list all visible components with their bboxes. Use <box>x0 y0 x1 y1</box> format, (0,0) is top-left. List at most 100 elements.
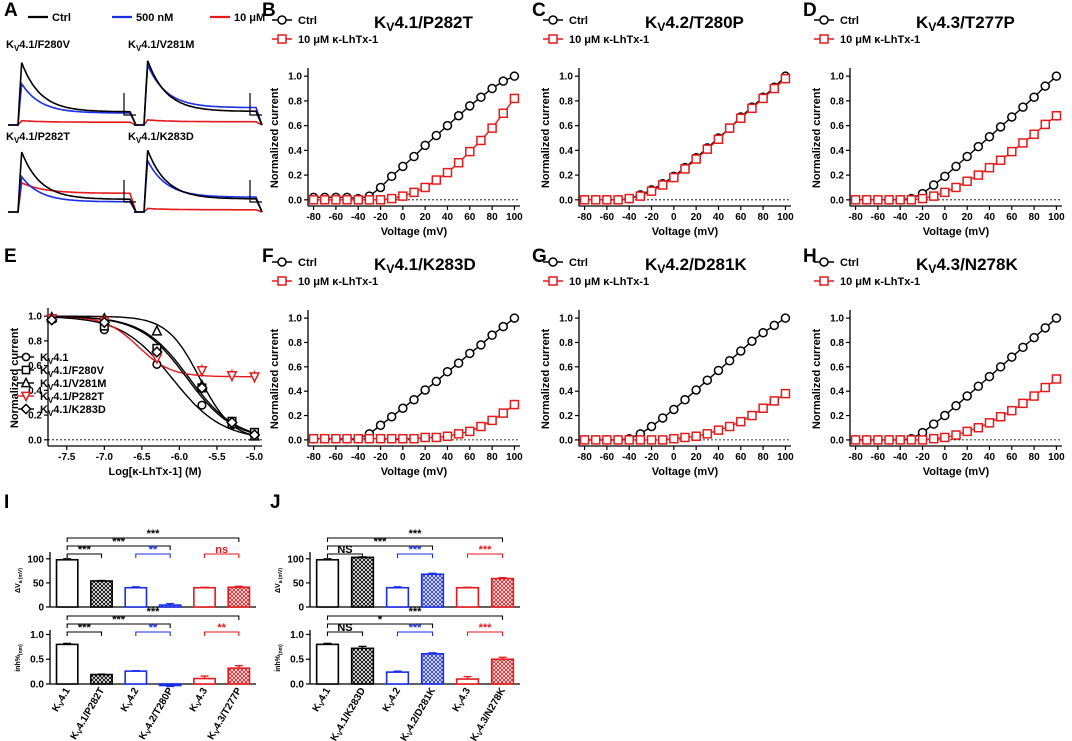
chart-g-point-LhTx <box>724 421 735 432</box>
chart-f-point-LhTx <box>386 433 397 444</box>
chart-h-point-LhTx <box>1007 405 1017 416</box>
trace-label-K283D-post: 4.1/K283D <box>141 131 194 143</box>
chart-c-legend-marker-LhTx <box>548 34 558 44</box>
chart-j-top-ytick-label: 0 <box>298 603 304 614</box>
chart-g-xtick-label: -40 <box>622 452 637 463</box>
chart-h-point-LhTx <box>861 435 872 445</box>
chart-g-point-Ctrl <box>758 327 768 338</box>
chart-f-point-Ctrl <box>498 321 509 332</box>
chart-d-point-Ctrl <box>951 161 961 172</box>
chart-j-category-Kv4.3/N278K: KV4.3/N278K <box>469 685 510 741</box>
chart-e-point-Kv4.1 <box>197 400 207 410</box>
chart-j-bottom-bar-Kv4.2/D281K <box>420 652 445 685</box>
trace-label-V281M-post: 4.1/V281M <box>141 39 194 51</box>
chart-g-xtick-label: 0 <box>671 452 677 463</box>
chart-f-point-Ctrl <box>386 412 397 422</box>
chart-e-point-K283D <box>151 346 163 358</box>
chart-c-point-LhTx <box>624 193 634 204</box>
chart-j-bottom-ytick-label: 0.5 <box>290 655 304 666</box>
chart-h-point-Ctrl <box>1007 352 1017 362</box>
chart-c-ytick-label: 0.0 <box>559 195 573 206</box>
chart-h-point-Ctrl <box>1029 332 1039 343</box>
chart-j-top-ylabel-sub: a (mV) <box>278 568 284 584</box>
chart-f-ytick-label: 0.0 <box>288 435 302 446</box>
chart-j-top-ylabel: ΔVa (mV) <box>275 568 284 593</box>
chart-g-point-Ctrl <box>680 394 690 405</box>
chart-f-point-LhTx <box>375 433 386 444</box>
chart-h-point-LhTx <box>951 430 961 440</box>
chart-d-point-LhTx <box>884 195 894 205</box>
chart-i-bottom-bar-Kv4.2 <box>124 670 148 685</box>
chart-e-legend-K283D: KV4.1/K283D <box>40 404 106 418</box>
trace-label-F280V-post: 4.1/F280V <box>19 39 70 51</box>
chart-i-category-post: 4.2 <box>125 686 142 704</box>
chart-b-xtick-label: -40 <box>351 212 366 223</box>
chart-c-line-Ctrl <box>584 75 786 201</box>
chart-c-xtick-label: 80 <box>758 212 770 223</box>
chart-h-point-LhTx <box>1040 382 1051 393</box>
chart-j-top-ytick-label: 100 <box>287 554 304 565</box>
scale-bar-P282T <box>123 180 136 203</box>
chart-e-legend-F280V-pre: K <box>40 365 48 377</box>
chart-i-category-pre: K <box>206 729 220 741</box>
chart-c-ytick-label: 0.4 <box>559 146 573 157</box>
chart-j-category-pre: K <box>399 731 413 741</box>
chart-c-point-LhTx <box>613 195 623 205</box>
chart-d-point-Ctrl <box>995 122 1006 132</box>
legend-label-1: 500 nM <box>136 12 173 24</box>
chart-e-ytick-label: 0.4 <box>28 386 42 397</box>
chart-d-ytick-label: 0.6 <box>830 121 844 132</box>
chart-g-point-LhTx <box>669 433 679 444</box>
chart-f-ytick-label: 1.0 <box>288 314 302 325</box>
chart-d-legend-marker-LhTx <box>819 34 829 44</box>
chart-i-bottom-ylabel-sub: (nm) <box>18 644 24 655</box>
chart-b-point-LhTx <box>386 193 397 204</box>
chart-d-line-Ctrl <box>855 75 1057 201</box>
chart-i-category-sub: V <box>127 700 136 708</box>
chart-f-xtick-label: -80 <box>306 452 321 463</box>
chart-g-xtick-label: 60 <box>735 452 747 463</box>
chart-f-title-post: 4.1/K283D <box>394 255 475 274</box>
chart-e-legend-P282T-pre: K <box>40 391 48 403</box>
trace-ctrl-P282T <box>8 151 137 213</box>
chart-b-ytick-label: 0.2 <box>288 171 302 182</box>
chart-g-point-LhTx <box>747 410 757 421</box>
trace-label-P282T-post: 4.1/P282T <box>19 131 70 143</box>
chart-j-top-sig-label: *** <box>409 544 423 556</box>
chart-e-legend-V281M-post: 4.1/V281M <box>53 378 106 390</box>
chart-f-title-sub: V <box>386 262 395 276</box>
chart-h-xlabel: Voltage (mV) <box>923 466 990 478</box>
chart-e-ytick-label: 0.8 <box>28 336 42 347</box>
chart-e-legend-Kv4.1-pre: K <box>40 352 48 364</box>
chart-e-ylabel: Normalized current <box>9 328 21 429</box>
chart-j-bottom-sig-label: *** <box>409 622 423 634</box>
chart-b-point-LhTx <box>398 191 408 201</box>
chart-b-point-LhTx <box>420 182 430 193</box>
chart-f-point-LhTx <box>476 421 486 432</box>
chart-j-top-sig-bracket <box>326 545 434 550</box>
chart-g-point-LhTx <box>691 431 701 442</box>
trace-10um-V281M <box>134 119 263 126</box>
chart-c-point-LhTx <box>747 103 757 114</box>
chart-i-bottom-ytick-label: 1.0 <box>30 630 44 641</box>
chart-f-title: KV4.1/K283D <box>374 255 476 276</box>
chart-g-ytick-label: 0.6 <box>559 362 573 373</box>
chart-f-point-Ctrl <box>509 313 520 323</box>
chart-g-point-Ctrl <box>669 404 679 415</box>
chart-d-xtick-label: 60 <box>1006 212 1018 223</box>
chart-j-top-sig-label: *** <box>374 536 388 548</box>
chart-c-xtick-label: -40 <box>622 212 637 223</box>
chart-f-point-LhTx <box>487 415 497 426</box>
chart-c-xtick-label: 0 <box>671 212 677 223</box>
chart-g-title-pre: K <box>645 255 658 274</box>
trace-label-K283D: KV4.1/K283D <box>128 131 194 145</box>
chart-d-point-LhTx <box>928 191 939 201</box>
chart-d-title: KV4.3/T277P <box>916 13 1015 34</box>
chart-h-legend-LhTx: 10 μM κ-LhTx-1 <box>840 276 920 288</box>
chart-i-bottom-sig-bracket <box>66 623 171 628</box>
chart-g-point-Ctrl <box>646 421 657 432</box>
chart-f-point-LhTx <box>465 426 475 437</box>
chart-j-top-sig-bracket <box>466 553 504 558</box>
chart-e-legend-Kv4.1-post: 4.1 <box>53 352 68 364</box>
trace-label-F280V: KV4.1/F280V <box>6 39 71 53</box>
